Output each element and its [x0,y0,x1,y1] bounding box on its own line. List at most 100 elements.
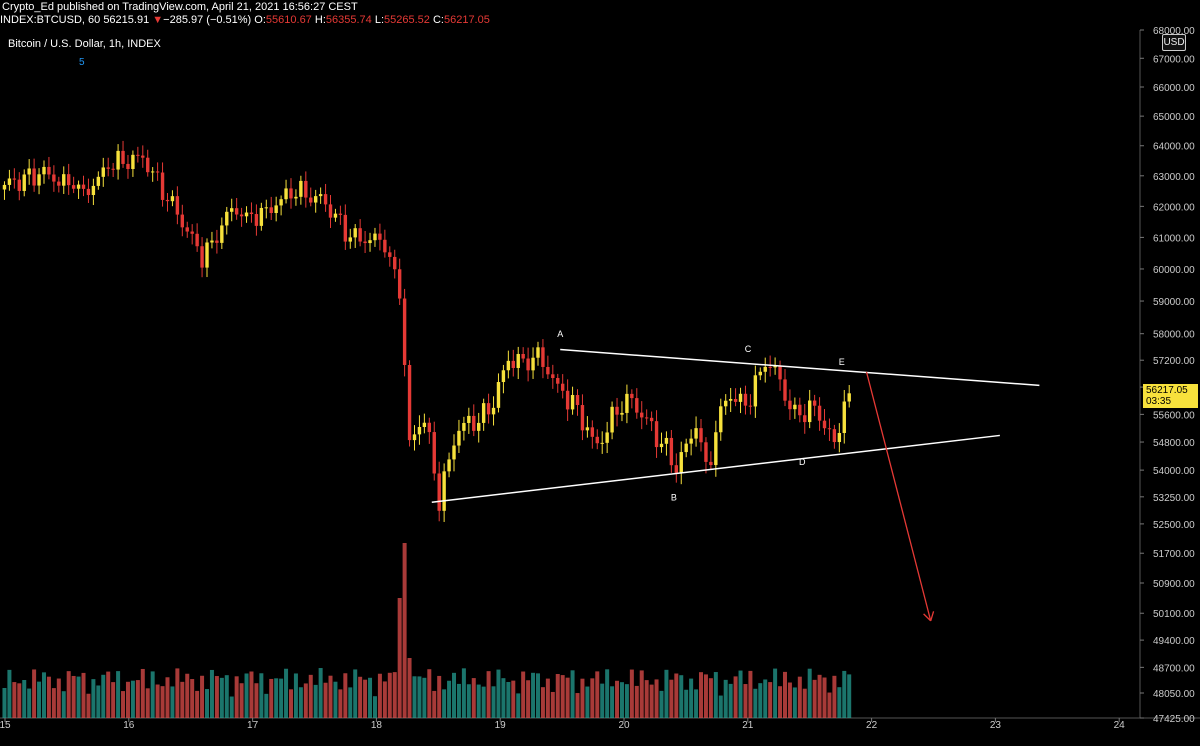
candle-body [437,473,441,511]
candle-body [738,393,743,402]
volume-bar [634,685,639,718]
candle-body [546,366,550,375]
volume-bar [506,681,511,718]
volume-bar [338,689,343,718]
y-tick-label: 48700.00 [1153,663,1195,674]
candle-body [76,184,81,189]
volume-bar [550,691,555,718]
candle-body [788,400,792,410]
header: Crypto_Ed published on TradingView.com, … [0,0,1140,30]
candle-body [180,214,185,228]
volume-bar [669,679,674,718]
candle-body [106,167,110,169]
volume-bar [27,688,32,718]
candle-body [649,417,654,422]
volume-bar [17,683,22,718]
candle-body [565,390,570,410]
volume-bar [575,693,580,718]
candle-body [338,213,343,215]
low-value: 55265.52 [384,14,430,26]
volume-bar [773,668,778,718]
candle-body [664,437,669,444]
volume-bar [570,670,575,718]
candle-body [432,432,436,474]
candle-body [412,434,417,441]
volume-bar [560,675,565,718]
volume-bar [313,684,318,718]
projection-arrow[interactable] [865,371,932,622]
indicator-value: 5 [79,57,85,68]
candle-body [541,347,545,367]
candle-body [496,382,501,408]
volume-bar [689,678,694,718]
time-axis[interactable]: 15 16 17 18 19 20 21 22 23 24 [0,718,1125,731]
candle-body [620,412,624,415]
candle-body [234,208,239,215]
candle-body [205,242,209,268]
author-name[interactable]: Crypto_Ed [2,1,54,13]
volume-bar [649,684,654,718]
volume-bar [600,683,605,718]
volume-bar [778,686,783,718]
volume-bar [22,679,27,718]
drawings[interactable] [431,348,1040,622]
volume-bar [842,670,847,718]
volume-bar [629,669,634,718]
volume-bar [644,680,649,718]
candle-body [654,421,659,448]
price-axis[interactable]: 68000.00 67000.00 66000.00 65000.00 64000.00… [1140,26,1195,725]
y-tick-label: 66000.00 [1153,83,1195,94]
volume-bar [590,678,595,718]
open-value: 55610.67 [265,14,312,26]
volume-bar [239,683,244,718]
volume-bar [565,677,570,718]
candle-body [328,204,333,218]
candle-body [630,393,634,399]
candle-body [847,393,851,402]
y-tick-label: 50100.00 [1153,609,1195,620]
symbol[interactable]: INDEX:BTCUSD, 60 [0,14,101,26]
volume-bar [61,691,66,718]
trendline-upper[interactable] [560,348,1040,387]
volume-bar [254,683,259,718]
candle-body [121,150,125,164]
y-tick-label: 51700.00 [1153,549,1195,560]
volume-bar [32,669,37,718]
x-tick-label: 15 [0,720,11,731]
candle-body [37,174,41,186]
candle-body [348,237,352,242]
y-tick-label: 68000.00 [1153,26,1195,37]
volume-bar [7,669,12,718]
candle-body [511,360,515,368]
volume-bar [46,676,51,718]
volume-bars [2,543,852,718]
volume-bar [121,691,126,718]
volume-bar [180,681,185,718]
volume-bar [610,686,615,718]
volume-bar [471,678,476,718]
volume-bar [91,679,96,718]
candle-body [210,240,214,243]
currency-button[interactable]: USD [1162,34,1186,51]
trendline-lower[interactable] [431,434,1000,503]
volume-bar [763,679,768,718]
volume-bar [447,680,452,718]
volume-bar [654,679,659,718]
candle-body [383,239,387,253]
candle-body [318,194,323,197]
candle-body [66,174,71,186]
candle-body [758,371,762,376]
volume-bar [718,695,723,718]
volume-bar [86,693,91,718]
y-tick-label: 52500.00 [1153,520,1195,531]
volume-bar [827,692,832,718]
candle-body [175,196,180,215]
candle-body [393,256,397,270]
volume-bar [412,676,417,718]
volume-bar [259,673,264,718]
volume-bar [397,598,402,718]
candle-body [605,432,609,443]
candle-body [373,233,377,241]
candle-body [733,398,738,402]
